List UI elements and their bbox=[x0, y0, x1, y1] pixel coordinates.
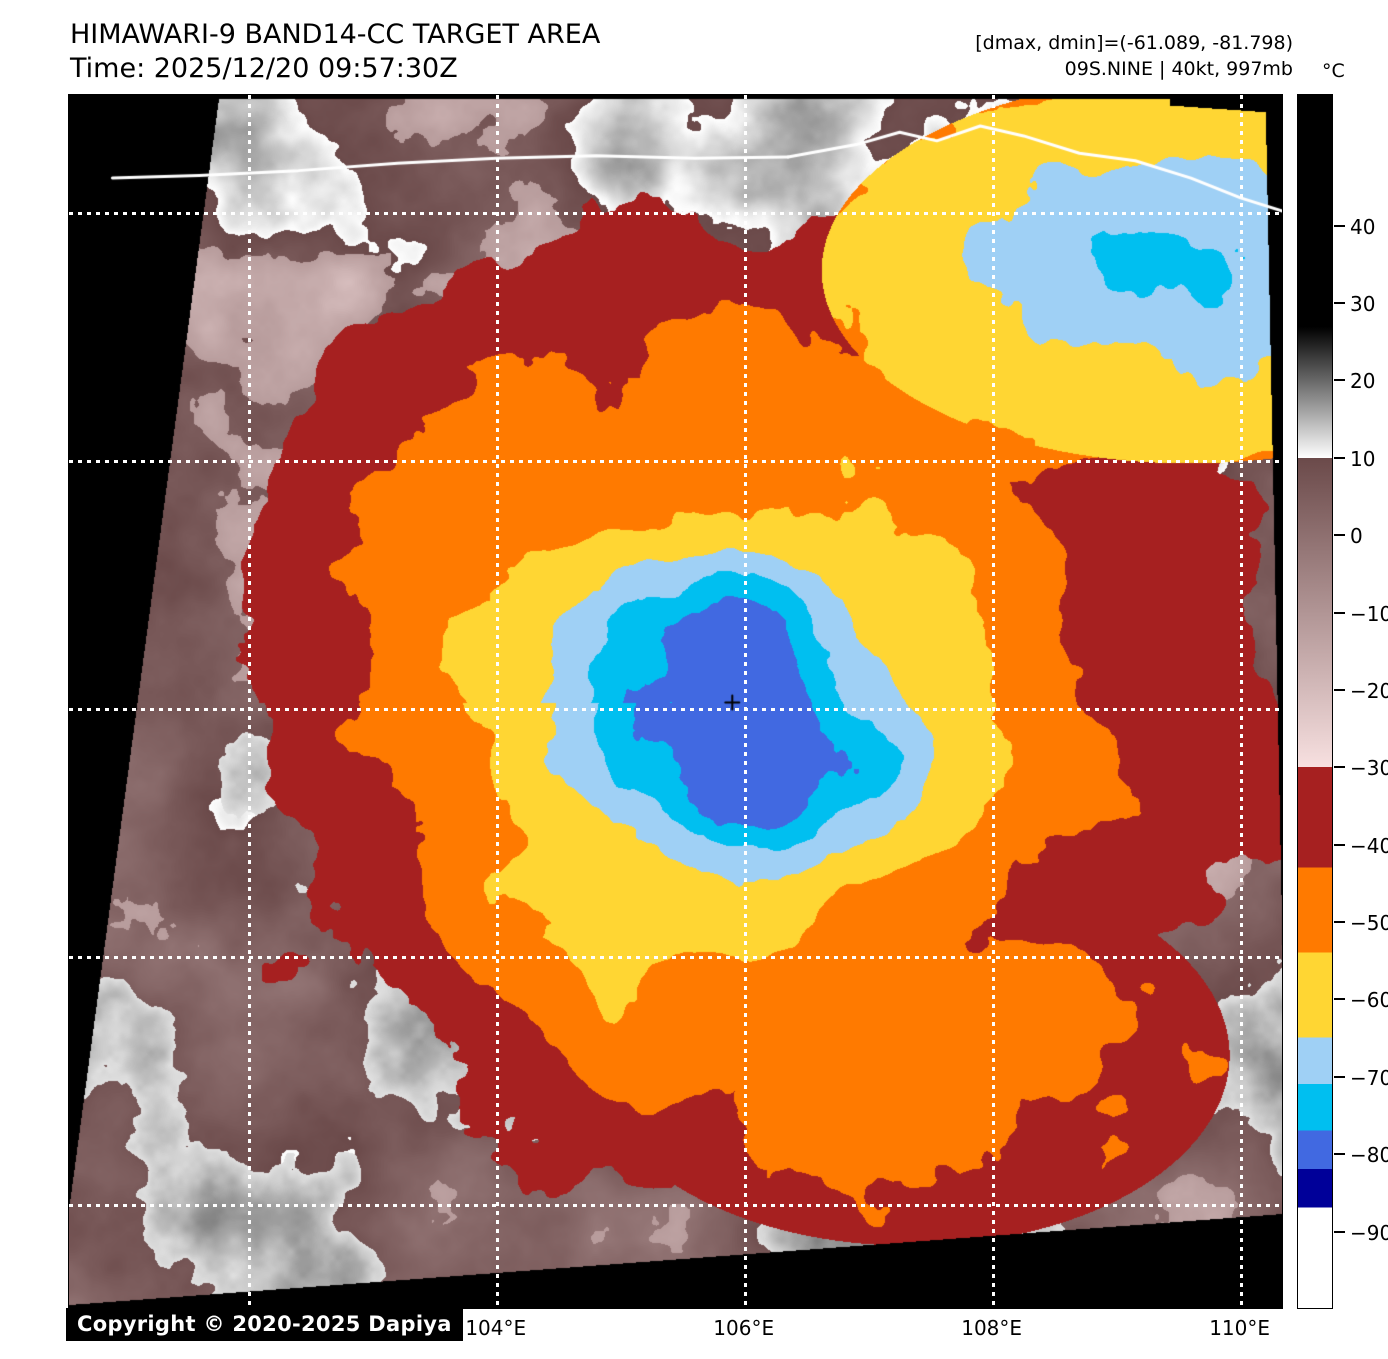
satellite-infrared-raster bbox=[69, 95, 1282, 1308]
colorbar-unit-label: °C bbox=[1322, 60, 1345, 82]
dmax-dmin-label: [dmax, dmin]=(-61.089, -81.798) bbox=[975, 32, 1293, 54]
colorbar-tickmark bbox=[1334, 998, 1345, 1001]
colorbar-tickmark bbox=[1334, 534, 1345, 537]
colorbar-tickmark bbox=[1334, 1075, 1345, 1078]
satellite-image-plot[interactable] bbox=[68, 94, 1283, 1309]
colorbar-tickmark bbox=[1334, 688, 1345, 691]
colorbar-tickmark bbox=[1334, 456, 1345, 459]
colorbar-label--40: −40 bbox=[1350, 833, 1388, 858]
colorbar-label--20: −20 bbox=[1350, 678, 1388, 703]
colorbar-label-30: 30 bbox=[1350, 291, 1376, 316]
storm-info-label: 09S.NINE | 40kt, 997mb bbox=[1064, 58, 1293, 80]
colorbar-label--50: −50 bbox=[1350, 911, 1388, 936]
xtick-label-104: 104°E bbox=[465, 1316, 527, 1340]
colorbar-label--30: −30 bbox=[1350, 756, 1388, 781]
page-title: HIMAWARI-9 BAND14-CC TARGET AREA bbox=[70, 19, 601, 50]
xtick-label-106: 106°E bbox=[713, 1316, 775, 1340]
copyright-watermark: Copyright © 2020-2025 Dapiya bbox=[66, 1308, 463, 1341]
colorbar-tickmark bbox=[1334, 766, 1345, 769]
colorbar-tickmark bbox=[1334, 921, 1345, 924]
timestamp-label: Time: 2025/12/20 09:57:30Z bbox=[70, 53, 458, 84]
colorbar-label-40: 40 bbox=[1350, 214, 1376, 239]
colorbar-label--60: −60 bbox=[1350, 988, 1388, 1013]
header-meta-block: [dmax, dmin]=(-61.089, -81.798) 09S.NINE… bbox=[975, 30, 1293, 82]
colorbar-tickmark bbox=[1334, 379, 1345, 382]
colorbar-label--70: −70 bbox=[1350, 1065, 1388, 1090]
colorbar-tickmark bbox=[1334, 1153, 1345, 1156]
colorbar-label-0: 0 bbox=[1350, 524, 1363, 549]
colorbar-tickmark bbox=[1334, 1230, 1345, 1233]
colorbar-label-10: 10 bbox=[1350, 446, 1376, 471]
xtick-label-108: 108°E bbox=[961, 1316, 1023, 1340]
colorbar-gradient bbox=[1298, 95, 1332, 1308]
colorbar-tickmark bbox=[1334, 301, 1345, 304]
xtick-label-110: 110°E bbox=[1209, 1316, 1270, 1340]
colorbar-tickmark bbox=[1334, 224, 1345, 227]
colorbar-label--80: −80 bbox=[1350, 1143, 1388, 1168]
colorbar-label-20: 20 bbox=[1350, 369, 1376, 394]
colorbar-label--90: −90 bbox=[1350, 1220, 1388, 1245]
colorbar-label--10: −10 bbox=[1350, 601, 1388, 626]
temperature-colorbar[interactable] bbox=[1297, 94, 1333, 1309]
colorbar-tickmark bbox=[1334, 611, 1345, 614]
colorbar-tickmark bbox=[1334, 843, 1345, 846]
header-title-block: HIMAWARI-9 BAND14-CC TARGET AREA Time: 2… bbox=[70, 18, 600, 86]
